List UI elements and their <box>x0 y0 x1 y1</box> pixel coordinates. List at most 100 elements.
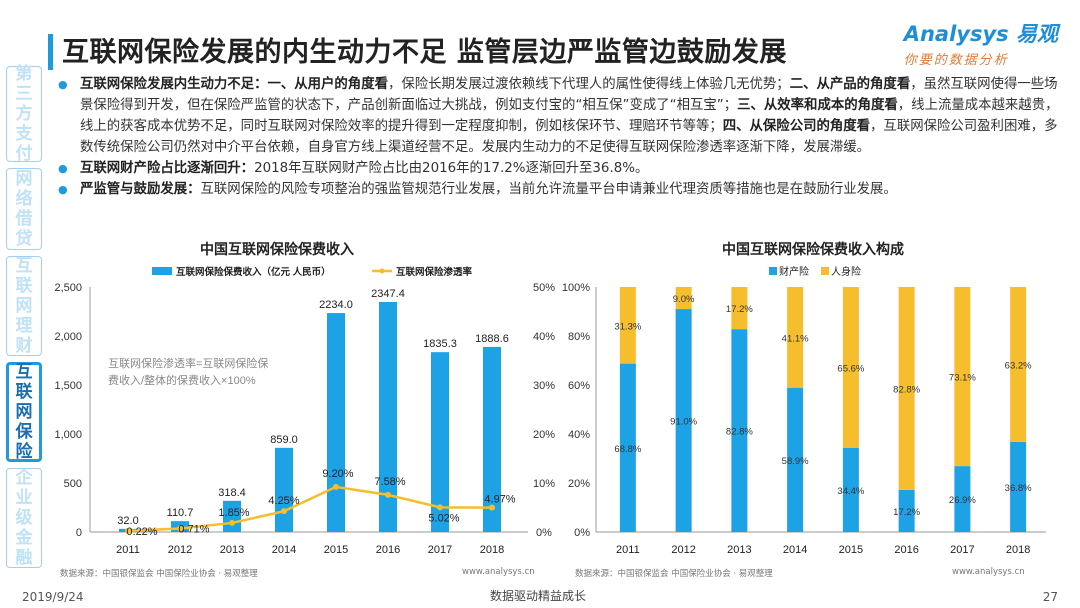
chart2-site: www.analysys.cn <box>952 567 1025 577</box>
chart2-title: 中国互联网保险保费收入构成 <box>722 242 904 258</box>
bullet-text: ，线上流量成本越来越贵，线上的获客成本优势不足，同时互联网对保险效率的提升得到一… <box>80 98 1059 134</box>
legend-label-life: 人身险 <box>831 265 861 278</box>
legend-swatch-property <box>769 267 777 275</box>
x-tick-label: 2017 <box>428 544 452 556</box>
bar-property-insurance <box>675 309 692 532</box>
sidebar-item-4[interactable]: 互联网保险 <box>6 362 42 462</box>
y-left-tick-label: 1,500 <box>54 380 82 392</box>
bar-life-label: 17.2% <box>726 304 753 315</box>
bar-property-insurance <box>619 363 636 532</box>
x-tick-label: 2018 <box>480 544 504 556</box>
y-left-tick-label: 1,000 <box>54 429 82 441</box>
bar-property-label: 36.8% <box>1005 483 1032 494</box>
x-tick-label: 2013 <box>727 544 751 556</box>
bar-life-label: 41.1% <box>782 333 809 344</box>
page-number: 27 <box>1042 590 1058 604</box>
line-marker <box>437 504 443 511</box>
logo-tagline: 你要的数据分析 <box>903 53 1009 68</box>
bar-life-insurance <box>898 287 915 490</box>
bar-property-label: 26.9% <box>949 495 976 506</box>
legend-swatch-bar <box>152 267 172 275</box>
bar-property-label: 17.2% <box>893 507 920 518</box>
bar-premium-income <box>275 447 293 532</box>
line-marker <box>229 519 235 526</box>
line-marker <box>489 504 495 511</box>
y-tick-label: 80% <box>568 331 590 343</box>
y-left-tick-label: 500 <box>64 478 82 490</box>
bar-value-label: 32.0 <box>117 515 138 527</box>
bar-property-insurance <box>1010 441 1027 532</box>
bar-value-label: 318.4 <box>218 487 246 499</box>
bullet-heading: 严监管与鼓励发展： <box>80 182 201 197</box>
page-title: 互联网保险发展的内生动力不足 监管层边严监管边鼓励发展 <box>62 37 787 68</box>
y-left-tick-label: 0 <box>76 527 82 539</box>
x-tick-label: 2014 <box>272 544 296 556</box>
y-tick-label: 40% <box>568 429 590 441</box>
bar-value-label: 2234.0 <box>319 299 353 311</box>
sidebar-item-label: 企业级金融 <box>15 468 33 568</box>
line-marker <box>281 508 287 515</box>
line-marker <box>125 527 131 534</box>
line-value-label: 0.22% <box>126 526 157 538</box>
bar-property-label: 68.8% <box>614 444 641 455</box>
bar-premium-income <box>379 301 397 532</box>
y-right-tick-label: 50% <box>533 282 555 294</box>
bar-premium-income <box>483 346 501 532</box>
bullet-item: 互联网保险发展内生动力不足：一、从用户的角度看，保险长期发展过渡依赖线下代理人的… <box>58 74 1068 158</box>
logo-main-text: Analysys 易观 <box>903 22 1058 46</box>
x-tick-label: 2016 <box>894 544 918 556</box>
bar-property-label: 82.8% <box>726 427 753 438</box>
x-tick-label: 2012 <box>168 544 192 556</box>
chart1-site: www.analysys.cn <box>462 567 535 577</box>
bullet-text: 互联网保险的风险专项整治的强监管规范行业发展，当前允许流量平台申请兼业代理资质等… <box>200 182 897 197</box>
bar-premium-income <box>327 313 345 532</box>
legend-label-line: 互联网保险渗透率 <box>396 266 473 278</box>
bar-life-insurance <box>731 287 748 330</box>
line-value-label: 7.58% <box>374 476 405 488</box>
x-tick-label: 2014 <box>783 544 807 556</box>
section-sidebar: 第三方支付网络借贷互联网理财互联网保险企业级金融 <box>6 64 42 574</box>
legend-marker-line <box>379 268 385 274</box>
bullet-heading: 三、从效率和成本的角度看 <box>737 98 898 113</box>
line-penetration-rate <box>127 485 493 533</box>
bar-property-insurance <box>787 387 804 532</box>
x-tick-label: 2018 <box>1006 544 1030 556</box>
y-right-tick-label: 20% <box>533 429 555 441</box>
bullet-text: ，互联网保险公司盈利困难，多数传统保险公司仍然对中介平台依赖，自身官方线上渠道经… <box>80 119 1058 155</box>
bar-property-insurance <box>731 329 748 532</box>
y-tick-label: 0% <box>574 527 590 539</box>
bar-value-label: 859.0 <box>270 434 298 446</box>
y-left-tick-label: 2,500 <box>54 282 82 294</box>
y-left-tick-label: 2,000 <box>54 331 82 343</box>
bar-property-label: 34.4% <box>837 486 864 497</box>
bar-life-label: 9.0% <box>673 294 695 305</box>
line-value-label: 1.85% <box>218 507 249 519</box>
bar-value-label: 110.7 <box>167 507 194 519</box>
bar-life-insurance <box>675 287 692 310</box>
y-right-tick-label: 10% <box>533 478 555 490</box>
x-tick-label: 2013 <box>220 544 244 556</box>
bullet-item: 严监管与鼓励发展：互联网保险的风险专项整治的强监管规范行业发展，当前允许流量平台… <box>58 179 1068 200</box>
y-tick-label: 20% <box>568 478 590 490</box>
sidebar-item-1[interactable]: 第三方支付 <box>6 64 42 164</box>
x-tick-label: 2011 <box>616 544 640 556</box>
bar-premium-income <box>431 352 449 532</box>
chart1-title: 中国互联网保险保费收入 <box>200 242 354 258</box>
title-accent-bar <box>48 34 53 70</box>
x-tick-label: 2011 <box>116 544 140 556</box>
chart2-source: 数据来源：中国银保监会 中国保险业协会 · 易观整理 <box>575 569 773 579</box>
chart-premium-income: 互联网保险保费收入（亿元 人民币） 互联网保险渗透率 0 500 1,000 1,500 2… <box>54 266 555 556</box>
bullet-heading: 一、从用户的角度看 <box>267 77 388 92</box>
sidebar-item-5[interactable]: 企业级金融 <box>6 468 42 568</box>
logo: Analysys 易观 你要的数据分析 <box>904 18 1058 68</box>
line-value-label: 0.71% <box>178 524 209 536</box>
bullet-heading: 四、从保险公司的角度看 <box>722 119 871 134</box>
bullet-item: 互联网财产险占比逐渐回升：2018年互联网财产险占比由2016年的17.2%逐渐… <box>58 158 1068 179</box>
bar-value-label: 2347.4 <box>371 288 405 300</box>
bullet-list: 互联网保险发展内生动力不足：一、从用户的角度看，保险长期发展过渡依赖线下代理人的… <box>58 74 1068 200</box>
bar-property-label: 91.0% <box>670 417 697 428</box>
line-marker <box>333 483 339 490</box>
sidebar-item-3[interactable]: 互联网理财 <box>6 256 42 356</box>
sidebar-item-2[interactable]: 网络借贷 <box>6 168 42 250</box>
bullet-text: ，虽然互联网使得一些场景保险得到开发，但在保险严监管的状态下，产品创新面临过大挑… <box>80 77 1058 113</box>
